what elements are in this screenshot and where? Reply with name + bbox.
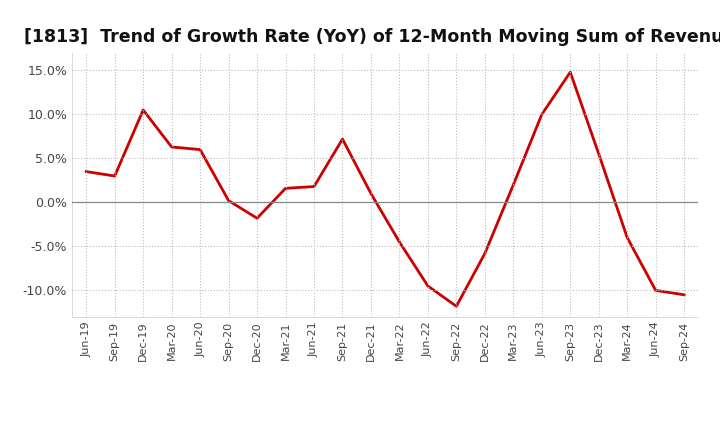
Title: [1813]  Trend of Growth Rate (YoY) of 12-Month Moving Sum of Revenues: [1813] Trend of Growth Rate (YoY) of 12-… (24, 28, 720, 46)
